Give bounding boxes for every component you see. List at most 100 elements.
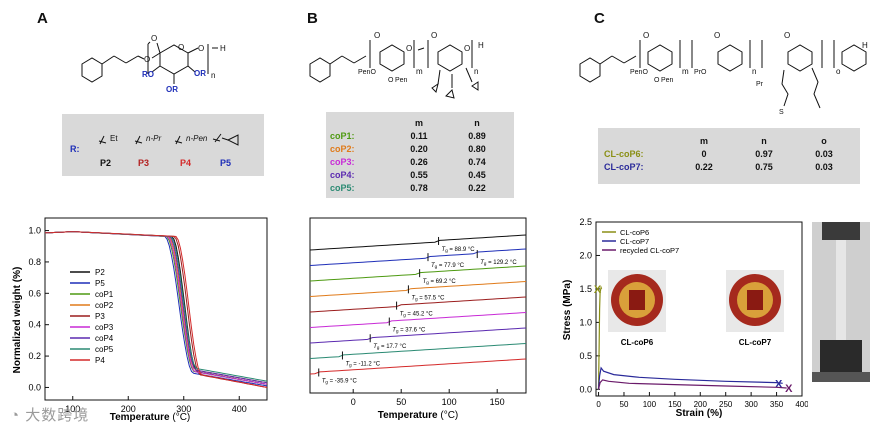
y-tick-label: 1.0 [28, 226, 41, 236]
col-n-header: n [474, 117, 480, 128]
seal-photo-cop7: CL-coP7 [726, 270, 784, 347]
seal-photo-cop6: CL-coP6 [608, 270, 666, 347]
repeat-n-label: n [474, 67, 478, 76]
series-line-P2 [44, 231, 268, 385]
tg-label: Tg = 45.2 °C [400, 312, 434, 318]
tg-label: Tg = 69.2 °C [423, 279, 457, 285]
tg-label: Tg = 88.9 °C [442, 247, 476, 253]
x-tick-label: 200 [121, 404, 136, 414]
x-tick-label: 200 [694, 400, 708, 409]
panel-label-a: A [37, 10, 48, 27]
legend-label: CL-coP7 [620, 237, 649, 246]
y-tick-label: 0.8 [28, 257, 41, 267]
repeat-o-label: o [836, 67, 841, 76]
svg-text:O: O [144, 55, 150, 64]
y-axis-label: Stress (MPa) [562, 280, 573, 341]
x-tick-label: 50 [620, 400, 629, 409]
or-label-1: OR [166, 85, 178, 94]
r-item-p2: Et P2 [98, 132, 128, 168]
r-item-label: P4 [180, 158, 192, 168]
x-tick-label: 100 [643, 400, 657, 409]
pen-label: Pen [661, 77, 674, 84]
series-line-P4 [44, 231, 268, 388]
structure-c: O O O m n o H PenO O Pen Pr PrO S [579, 31, 868, 116]
bond-icon [174, 135, 183, 145]
x-tick-label: 0 [351, 397, 356, 407]
tg-label: Tg = 57.5 °C [411, 295, 445, 301]
series-line-coP3 [44, 231, 268, 385]
tg-label: Tg = -35.9 °C [322, 378, 358, 384]
break-marker: X [775, 378, 783, 390]
r-item-p3: n-Pr P3 [134, 132, 170, 168]
or-label-2: OR [194, 69, 206, 78]
series-line-P3 [44, 231, 268, 388]
x-tick-label: 400 [232, 404, 247, 414]
legend-label: P5 [95, 279, 105, 288]
r-group-text: n-Pen [186, 134, 208, 143]
y-tick-label: 1.5 [579, 284, 592, 294]
o-label: O [654, 77, 660, 84]
legend-label: coP2 [95, 301, 114, 310]
pr-label: Pr [756, 81, 764, 88]
x-tick-label: 300 [176, 404, 191, 414]
end-h-label: H [478, 41, 484, 50]
plot-frame [309, 217, 527, 394]
y-tick-label: 0.0 [28, 382, 41, 392]
tg-label: Tg = 129.2 °C [480, 260, 517, 266]
svg-text:O: O [198, 44, 204, 53]
x-tick-label: 0 [596, 400, 601, 409]
x-tick-label: 50 [396, 397, 406, 407]
composition-table-b: m n coP1: 0.11 0.89 coP2: 0.20 0.80 coP3: 0.26… [326, 112, 514, 198]
legend-label: CL-coP6 [620, 228, 649, 237]
x-tick-label: 250 [719, 400, 733, 409]
panel-label-b: B [307, 10, 318, 27]
watermark: ◔ 大数跨境 [10, 407, 90, 424]
y-tick-label: 0.5 [579, 351, 592, 361]
bond-icon [98, 135, 107, 145]
table-row: CL-coP6: 0 0.97 0.03 [604, 148, 833, 159]
y-axis-label: Normalized weight (%) [12, 267, 23, 374]
series-line-coP1 [44, 231, 268, 385]
dsc-curve-coP4 [309, 327, 527, 344]
stress-strain-chart: 0 50 100 150 200 250 300 350 400 0.0 0.5 1.0 1.5 2.0 2… [562, 217, 808, 419]
y-tick-label: 2.0 [579, 250, 592, 260]
repeat-n-label: n [752, 67, 756, 76]
dsc-curve-P5 [309, 248, 527, 266]
r-label: R: [70, 144, 80, 154]
plot-frame [44, 217, 268, 401]
sulfur-label: S [779, 109, 784, 116]
dsc-curve-coP5 [309, 343, 527, 359]
r-item-label: P5 [220, 158, 232, 168]
break-marker: X [594, 284, 602, 296]
dsc-curve-P4 [309, 358, 527, 375]
svg-text:O: O [178, 43, 184, 52]
dsc-chart: 0 50 100 150 Tg = 88.9 °C Tg = 77.9 °C Tg = 12… [309, 217, 527, 421]
tga-chart: 100 200 300 400 0.0 0.2 0.4 0.6 0.8 1.0 P2 P5 coP1 co… [12, 217, 268, 423]
r-item-label: P2 [100, 158, 112, 168]
break-marker: X [785, 383, 793, 395]
table-row: coP2: 0.20 0.80 [330, 143, 486, 154]
x-tick-label: 300 [744, 400, 758, 409]
tg-label: Tg = 37.6 °C [392, 328, 426, 334]
repeat-m-label: m [416, 67, 423, 76]
repeat-n-label: n [211, 71, 215, 80]
x-tick-label: 400 [795, 400, 808, 409]
svg-text:O: O [406, 44, 412, 53]
photo-label-cop6: CL-coP6 [621, 338, 654, 347]
dsc-curve-coP1 [309, 265, 527, 282]
bond-icon [134, 135, 143, 145]
dsc-curve-P2 [309, 234, 527, 251]
x-tick-label: 150 [668, 400, 682, 409]
x-tick-label: 150 [490, 397, 505, 407]
x-axis-label: Temperature (°C) [378, 410, 459, 421]
svg-text:O: O [784, 31, 790, 40]
peno-label: PenO [358, 69, 376, 76]
peno-label: PenO [630, 69, 648, 76]
legend-label: recycled CL-coP7 [620, 246, 679, 255]
tg-label: Tg = 17.7 °C [373, 344, 407, 350]
dsc-curve-coP3 [309, 312, 527, 328]
r-group-text: Et [110, 134, 118, 143]
legend-label: P3 [95, 312, 105, 321]
repeat-m-label: m [682, 67, 689, 76]
